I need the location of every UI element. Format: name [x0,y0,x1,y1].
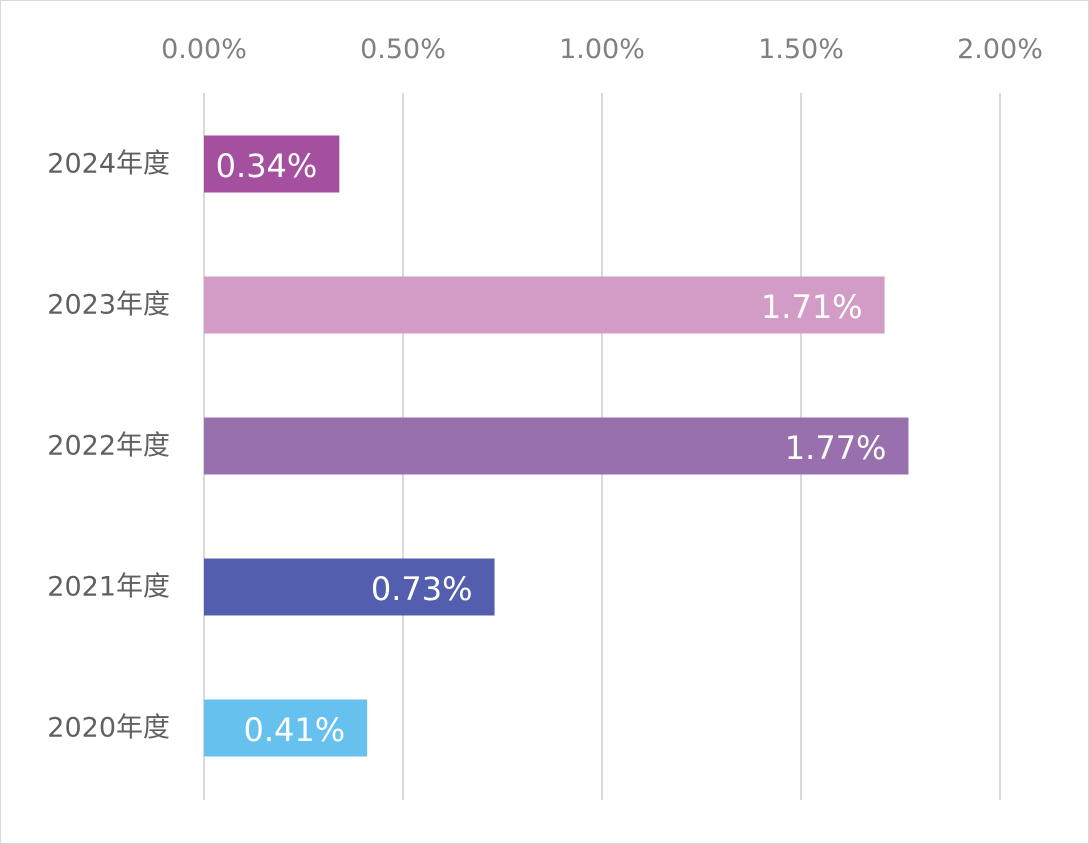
data-label-4: 0.41% [244,711,346,749]
data-label-0: 0.34% [216,147,318,185]
y-axis-category-labels: 2024年度 2023年度 2022年度 2021年度 2020年度 [47,149,170,744]
category-label-0: 2024年度 [47,149,170,180]
x-tick-label-0: 0.00% [161,34,247,65]
category-label-1: 2023年度 [47,290,170,321]
x-tick-label-4: 2.00% [957,34,1043,65]
category-label-3: 2021年度 [47,572,170,603]
bar-1 [204,276,885,334]
x-tick-label-1: 0.50% [360,34,446,65]
data-labels: 0.34% 1.71% 1.77% 0.73% 0.41% [216,147,887,749]
bars [204,135,909,757]
bar-0 [204,135,340,193]
bar-2 [204,417,909,475]
data-label-3: 0.73% [371,570,473,608]
bar-4 [204,699,368,757]
data-label-2: 1.77% [785,429,887,467]
x-axis-tick-labels: 0.00% 0.50% 1.00% 1.50% 2.00% [161,34,1043,65]
category-label-4: 2020年度 [47,713,170,744]
category-label-2: 2022年度 [47,431,170,462]
bar-3 [204,558,495,616]
x-tick-label-3: 1.50% [758,34,844,65]
data-label-1: 1.71% [761,288,863,326]
x-tick-label-2: 1.00% [559,34,645,65]
